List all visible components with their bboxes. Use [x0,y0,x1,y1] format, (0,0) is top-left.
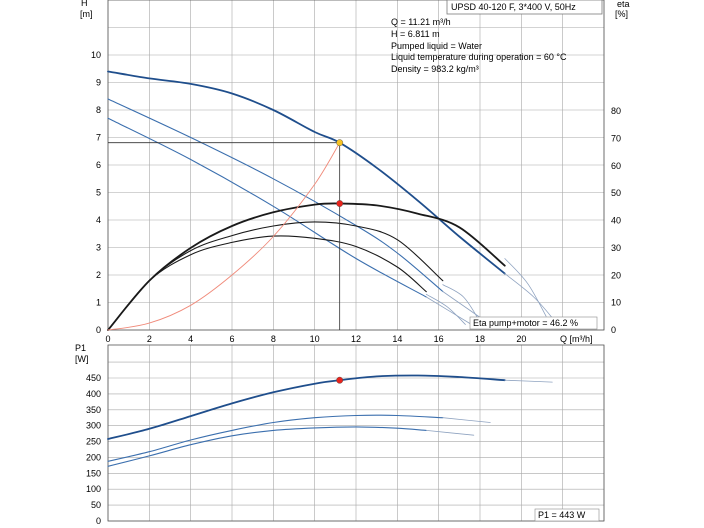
power-curve [107,374,506,440]
power-tick-label: 50 [91,500,101,510]
eta-tick-label: 10 [611,298,621,308]
eta-tick-label: 70 [611,133,621,143]
flow-tick-label: 18 [475,334,485,344]
head-tick-label: 8 [96,105,101,115]
head-duty-marker [336,139,344,147]
flow-tick-label: 4 [188,334,193,344]
head-curve [107,70,506,275]
power-y-tick-labels: 0 50 100 150 200 250 300 350 400 450 [86,373,101,526]
head-plot-curves [107,70,555,331]
head-tick-label: 6 [96,160,101,170]
info-liquid: Pumped liquid = Water [391,41,482,51]
system-curve [107,142,341,331]
eta-duty-marker [336,200,344,207]
power-tick-label: 450 [86,373,101,383]
flow-tick-label: 6 [229,334,234,344]
duty-point-markers [336,139,344,384]
info-temperature: Liquid temperature during operation = 60… [391,52,567,62]
head-x-tick-labels: 0 2 4 6 8 10 12 14 16 18 20 [105,334,526,344]
eta-axis-unit: [%] [615,9,628,19]
power-plot-grid [107,344,605,522]
head-tick-label: 3 [96,243,101,253]
head-curve [107,98,444,293]
power-tick-label: 400 [86,389,101,399]
eta-curve [107,202,506,331]
head-y-tick-labels: 0 1 2 3 4 5 6 7 8 9 10 [91,50,101,335]
duty-info: Q = 11.21 m³/h H = 6.811 m Pumped liquid… [391,17,567,74]
eta-tick-label: 20 [611,270,621,280]
p1-label-box [534,508,600,522]
flow-axis-label: Q [m³/h] [560,334,593,344]
eta-label-box [469,316,598,330]
eta-tick-label: 30 [611,243,621,253]
power-tick-label: 300 [86,421,101,431]
head-tick-label: 9 [96,78,101,88]
eta-y-tick-labels: 0 10 20 30 40 50 60 70 80 [611,106,621,335]
extension-curve [442,284,481,323]
power-curve [442,417,491,423]
head-axis-unit: [m] [80,9,93,19]
head-plot-frame [107,0,605,331]
power-plot-frame [107,344,605,522]
p1-value-label: P1 = 443 W [538,510,586,520]
power-curve [107,426,427,467]
head-tick-label: 10 [91,50,101,60]
flow-tick-label: 20 [516,334,526,344]
head-tick-label: 1 [96,298,101,308]
power-axis-unit: [W] [75,354,89,364]
flow-tick-label: 8 [271,334,276,344]
head-axis-label: H [81,0,88,8]
extension-curve [504,258,547,317]
info-density: Density = 983.2 kg/m³ [391,64,479,74]
power-tick-label: 350 [86,405,101,415]
extension-curve [425,293,466,325]
info-flow: Q = 11.21 m³/h [391,17,451,27]
head-plot-grid [107,0,605,331]
pump-title: UPSD 40-120 F, 3*400 V, 50Hz [451,2,576,12]
head-tick-label: 4 [96,215,101,225]
power-tick-label: 0 [96,516,101,526]
power-plot-curves [107,374,553,467]
power-curve [107,414,444,462]
power-tick-label: 100 [86,484,101,494]
power-curve [504,379,553,383]
power-tick-label: 250 [86,437,101,447]
eta-tick-label: 40 [611,216,621,226]
eta-value-label: Eta pump+motor = 46.2 % [473,318,578,328]
head-curve [107,117,427,298]
flow-tick-label: 0 [105,334,110,344]
eta-tick-label: 80 [611,106,621,116]
flow-tick-label: 14 [392,334,402,344]
flow-tick-label: 2 [147,334,152,344]
title-box [446,0,603,15]
head-tick-label: 2 [96,270,101,280]
extension-curve [504,273,555,321]
power-duty-marker [336,376,344,384]
flow-tick-label: 16 [434,334,444,344]
flow-tick-label: 10 [310,334,320,344]
eta-axis-label: eta [617,0,630,9]
head-tick-label: 0 [96,325,101,335]
flow-tick-label: 12 [351,334,361,344]
info-head: H = 6.811 m [391,29,440,39]
duty-point-lines [108,142,341,330]
eta-tick-label: 0 [611,325,616,335]
power-tick-label: 200 [86,452,101,462]
head-tick-label: 5 [96,188,101,198]
head-tick-label: 7 [96,133,101,143]
eta-tick-label: 60 [611,161,621,171]
eta-tick-label: 50 [611,188,621,198]
power-tick-label: 150 [86,468,101,478]
power-axis-label: P1 [75,343,86,353]
power-curve [425,430,475,436]
